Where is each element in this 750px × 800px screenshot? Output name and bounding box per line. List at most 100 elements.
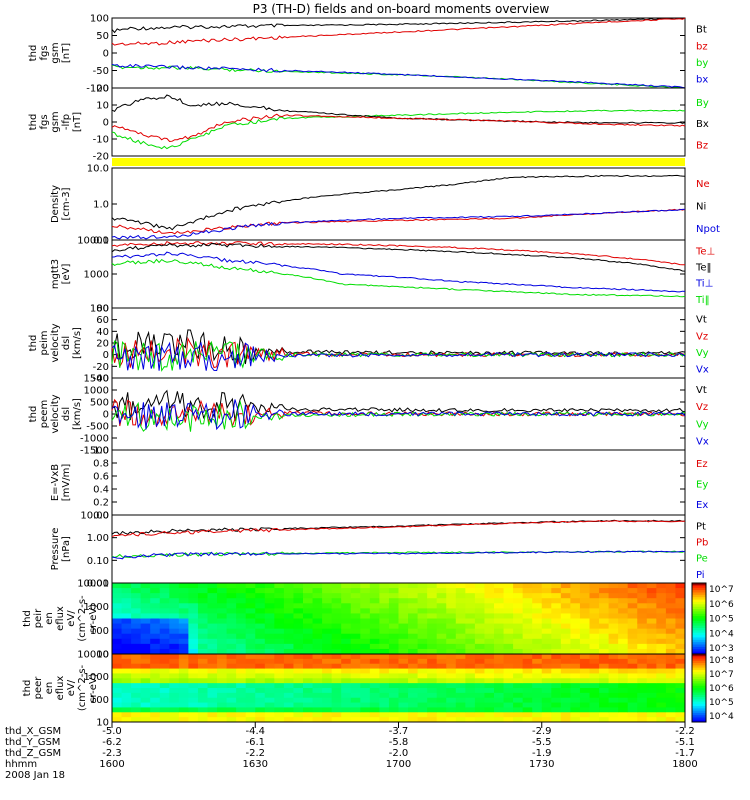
- heatmap-cell: [484, 618, 495, 625]
- heatmap-cell: [427, 623, 438, 630]
- heatmap-cell: [627, 683, 638, 689]
- y-axis-label: thd: [28, 406, 39, 423]
- heatmap-cell: [255, 623, 266, 630]
- heatmap-cell: [236, 688, 247, 694]
- panel-frame: [111, 449, 686, 516]
- heatmap-cell: [532, 688, 543, 694]
- series-Vx: [111, 399, 686, 431]
- heatmap-cell: [627, 648, 638, 655]
- y-axis-label: [nPa]: [61, 536, 72, 562]
- heatmap-cell: [627, 613, 638, 619]
- heatmap-cell: [274, 638, 285, 645]
- series-by: [111, 64, 685, 89]
- heatmap-cell: [150, 638, 161, 645]
- heatmap-cell: [608, 683, 619, 689]
- heatmap-cell: [560, 633, 571, 640]
- heatmap-cell: [436, 648, 447, 655]
- heatmap-cell: [599, 618, 610, 625]
- heatmap-cell: [283, 702, 294, 708]
- heatmap-cell: [446, 593, 457, 599]
- heatmap-cell: [169, 598, 180, 604]
- heatmap-cell: [436, 593, 447, 599]
- heatmap-cell: [408, 668, 419, 674]
- heatmap-cell: [675, 692, 686, 699]
- heatmap-cell: [589, 633, 600, 640]
- heatmap-cell: [579, 688, 590, 694]
- y-axis-label: en: [44, 612, 55, 625]
- heatmap-cell: [551, 638, 562, 645]
- heatmap-cell: [560, 608, 571, 614]
- heatmap-cell: [197, 658, 208, 665]
- heatmap-cell: [646, 623, 657, 630]
- heatmap-cell: [112, 628, 123, 635]
- y-tick-label: 0.0: [93, 511, 109, 522]
- heatmap-cell: [656, 697, 667, 704]
- heatmap-cell: [551, 633, 562, 640]
- heatmap-cell: [274, 648, 285, 655]
- heatmap-cell: [255, 608, 266, 614]
- heatmap-cell: [322, 603, 333, 609]
- heatmap-cell: [312, 623, 323, 630]
- heatmap-cell: [627, 623, 638, 630]
- heatmap-cell: [513, 692, 524, 699]
- heatmap-cell: [197, 683, 208, 689]
- heatmap-cell: [665, 613, 676, 619]
- heatmap-cell: [656, 688, 667, 694]
- colorbar-segment: [692, 630, 706, 634]
- heatmap-cell: [322, 658, 333, 665]
- heatmap-cell: [589, 707, 600, 713]
- heatmap-cell: [178, 712, 189, 718]
- heatmap-cell: [293, 638, 304, 645]
- heatmap-cell: [274, 628, 285, 635]
- heatmap-cell: [178, 633, 189, 640]
- panel-frame: [111, 307, 686, 379]
- heatmap-cell: [217, 702, 228, 708]
- heatmap-cell: [599, 654, 610, 660]
- heatmap-cell: [637, 717, 648, 723]
- legend-entry: Ti‖: [695, 295, 710, 306]
- heatmap-cell: [245, 683, 256, 689]
- heatmap-cell: [541, 678, 552, 684]
- heatmap-cell: [197, 598, 208, 604]
- heatmap-cell: [178, 588, 189, 594]
- heatmap-cell: [608, 588, 619, 594]
- heatmap-cell: [188, 623, 199, 630]
- heatmap-cell: [207, 593, 218, 599]
- heatmap-cell: [274, 654, 285, 660]
- heatmap-cell: [369, 583, 380, 589]
- heatmap-cell: [150, 623, 161, 630]
- heatmap-cell: [388, 697, 399, 704]
- colorbar-segment: [692, 637, 706, 641]
- heatmap-cell: [474, 608, 485, 614]
- heatmap-cell: [446, 628, 457, 635]
- heatmap-cell: [236, 697, 247, 704]
- heatmap-cell: [131, 717, 142, 723]
- heatmap-cell: [646, 702, 657, 708]
- heatmap-cell: [312, 643, 323, 650]
- heatmap-cell: [608, 628, 619, 635]
- heatmap-cell: [188, 678, 199, 684]
- heatmap-cell: [303, 588, 314, 594]
- heatmap-cell: [675, 588, 686, 594]
- heatmap-cell: [522, 603, 533, 609]
- heatmap-cell: [379, 688, 390, 694]
- heatmap-cell: [618, 628, 629, 635]
- heatmap-cell: [665, 628, 676, 635]
- heatmap-cell: [369, 712, 380, 718]
- heatmap-cell: [408, 717, 419, 723]
- heatmap-cell: [570, 712, 581, 718]
- colorbar-segment: [692, 676, 706, 680]
- heatmap-cell: [379, 712, 390, 718]
- heatmap-cell: [398, 623, 409, 630]
- heatmap-cell: [274, 712, 285, 718]
- heatmap-cell: [379, 588, 390, 594]
- heatmap-cell: [541, 633, 552, 640]
- heatmap-cell: [522, 654, 533, 660]
- colorbar-segment: [692, 672, 706, 675]
- heatmap-cell: [474, 673, 485, 679]
- heatmap-cell: [494, 678, 505, 684]
- colorbar-segment: [692, 585, 706, 589]
- colorbar-segment: [692, 667, 706, 671]
- heatmap-cell: [494, 663, 505, 670]
